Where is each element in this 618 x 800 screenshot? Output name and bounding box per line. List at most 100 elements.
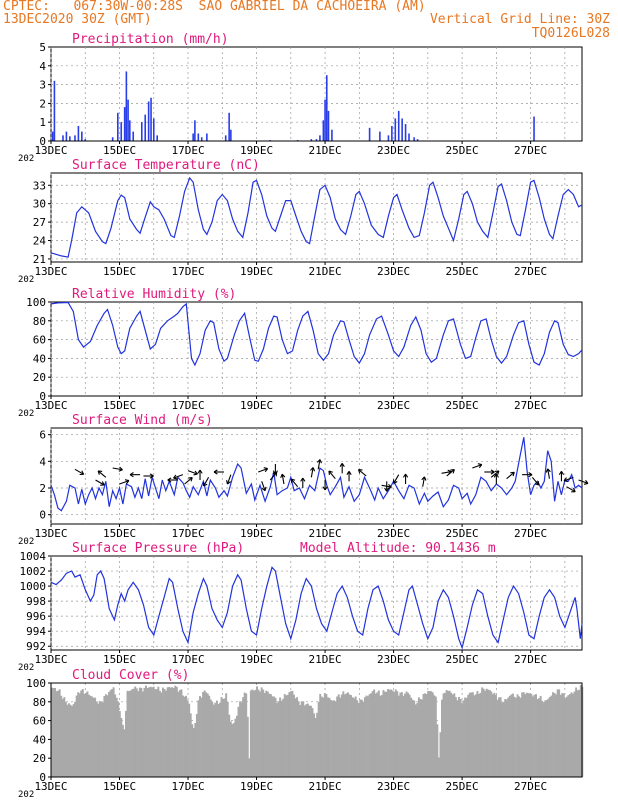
wind-arrow <box>545 468 551 479</box>
cloud-bar <box>498 697 501 777</box>
wind-arrow-shaft <box>261 481 266 491</box>
cloud-bar <box>171 687 174 777</box>
cloud-bar <box>94 697 97 777</box>
wind-arrow-head <box>263 467 268 470</box>
cloud-bar <box>151 687 154 777</box>
x-year-label: 202 <box>18 663 34 673</box>
y-tick-label: 2 <box>39 482 46 495</box>
cloud-bar <box>459 698 462 777</box>
wind-arrow-shaft <box>563 476 574 482</box>
wind-arrow-head <box>478 464 483 469</box>
cloud-bar <box>248 758 251 777</box>
cloud-bar <box>84 693 87 777</box>
wind-arrow-head <box>264 468 269 473</box>
panel-title: Surface Wind (m/s) <box>72 413 213 428</box>
panel-0: 0 1 2 3 4 5 13DEC 15DEC 17DEC 19DEC 21DEC 23DEC 25DE… <box>18 32 583 164</box>
wind-arrow-head <box>452 469 455 474</box>
cloud-bar <box>564 697 567 777</box>
panel-4: 992 994 996 998 1000 1002 1004 13DEC 15DEC 17DEC 1… <box>18 541 583 673</box>
wind-arrow-head <box>585 479 589 484</box>
x-tick-label: 17DEC <box>171 265 204 278</box>
cloud-bar <box>154 689 157 777</box>
wind-arrow-head <box>346 471 350 476</box>
cloud-bar <box>353 698 356 777</box>
cloud-bar <box>326 697 329 777</box>
cloud-bar <box>232 722 235 777</box>
cloud-bar <box>334 701 337 777</box>
precip-bar <box>125 71 128 141</box>
precip-bar <box>397 110 400 141</box>
precip-bar <box>379 131 381 141</box>
cloud-bar <box>100 701 103 777</box>
cloud-bar <box>206 693 209 777</box>
cloud-bar <box>117 701 120 777</box>
cloud-bar <box>535 694 538 777</box>
cloud-bar <box>474 694 477 777</box>
cloud-bar <box>579 684 582 777</box>
wind-arrow <box>558 471 565 482</box>
cloud-bar <box>237 706 240 777</box>
cloud-bar <box>333 700 336 777</box>
cloud-bar <box>525 692 528 777</box>
cloud-bar <box>103 696 106 777</box>
cloud-bar <box>556 689 559 777</box>
x-tick-label: 13DEC <box>34 144 67 157</box>
panel-frame-overlay <box>50 682 583 778</box>
cloud-bar <box>376 692 379 777</box>
cloud-bar <box>316 712 319 777</box>
cloud-bar <box>220 697 223 777</box>
cloud-bar <box>430 691 433 777</box>
wind-arrow-head <box>534 483 539 486</box>
x-tick-label: 13DEC <box>34 653 67 666</box>
cloud-bar <box>97 703 100 777</box>
wind-arrow-head <box>324 486 328 491</box>
header-run-id: TQ0126L028 <box>531 26 610 41</box>
cloud-bar <box>71 706 73 777</box>
cloud-bar <box>92 697 95 777</box>
x-tick-label: 19DEC <box>240 144 273 157</box>
wind-arrow-shaft <box>74 468 84 475</box>
y-tick-label: 4 <box>39 60 46 73</box>
x-tick-label: 19DEC <box>240 527 273 540</box>
precip-bar <box>128 120 131 141</box>
wind-arrow-head <box>193 473 198 476</box>
wind-arrow-shaft <box>490 470 500 478</box>
cloud-bar <box>508 695 511 777</box>
wind-arrow-head <box>97 470 100 475</box>
cloud-bar <box>362 701 365 777</box>
x-tick-label: 17DEC <box>171 527 204 540</box>
wind-arrow-head <box>450 469 455 471</box>
y-tick-label: 996 <box>26 610 46 623</box>
x-tick-label: 23DEC <box>377 265 410 278</box>
x-year-label: 202 <box>18 154 34 164</box>
wind-arrow-head <box>490 469 495 473</box>
precip-bar <box>132 131 135 141</box>
x-tick-label: 21DEC <box>309 399 342 412</box>
wind-arrow-head <box>328 470 330 476</box>
wind-arrow-head <box>490 471 495 475</box>
cloud-bar <box>146 688 149 777</box>
cloud-bar <box>61 698 64 777</box>
wind-arrow-head <box>199 469 203 474</box>
cloud-bar <box>254 689 257 777</box>
cloud-bar <box>322 697 325 777</box>
y-tick-label: 1004 <box>20 550 47 563</box>
x-tick-label: 21DEC <box>309 780 342 793</box>
cloud-bar <box>282 698 285 777</box>
y-tick-label: 20 <box>33 371 46 384</box>
precip-bar <box>310 139 313 141</box>
precip-bar <box>401 118 403 141</box>
cloud-bar <box>479 692 482 777</box>
x-tick-label: 23DEC <box>377 144 410 157</box>
x-tick-label: 25DEC <box>446 527 479 540</box>
wind-arrow <box>187 470 198 476</box>
wind-arrow-head <box>495 473 499 478</box>
cloud-bar <box>294 698 297 777</box>
x-year-label: 202 <box>18 275 34 285</box>
precip-bar <box>387 135 390 141</box>
y-tick-label: 100 <box>26 677 46 690</box>
cloud-bar <box>265 690 268 777</box>
cloud-bar <box>163 688 166 777</box>
x-tick-label: 25DEC <box>446 780 479 793</box>
wind-arrow <box>339 463 345 474</box>
